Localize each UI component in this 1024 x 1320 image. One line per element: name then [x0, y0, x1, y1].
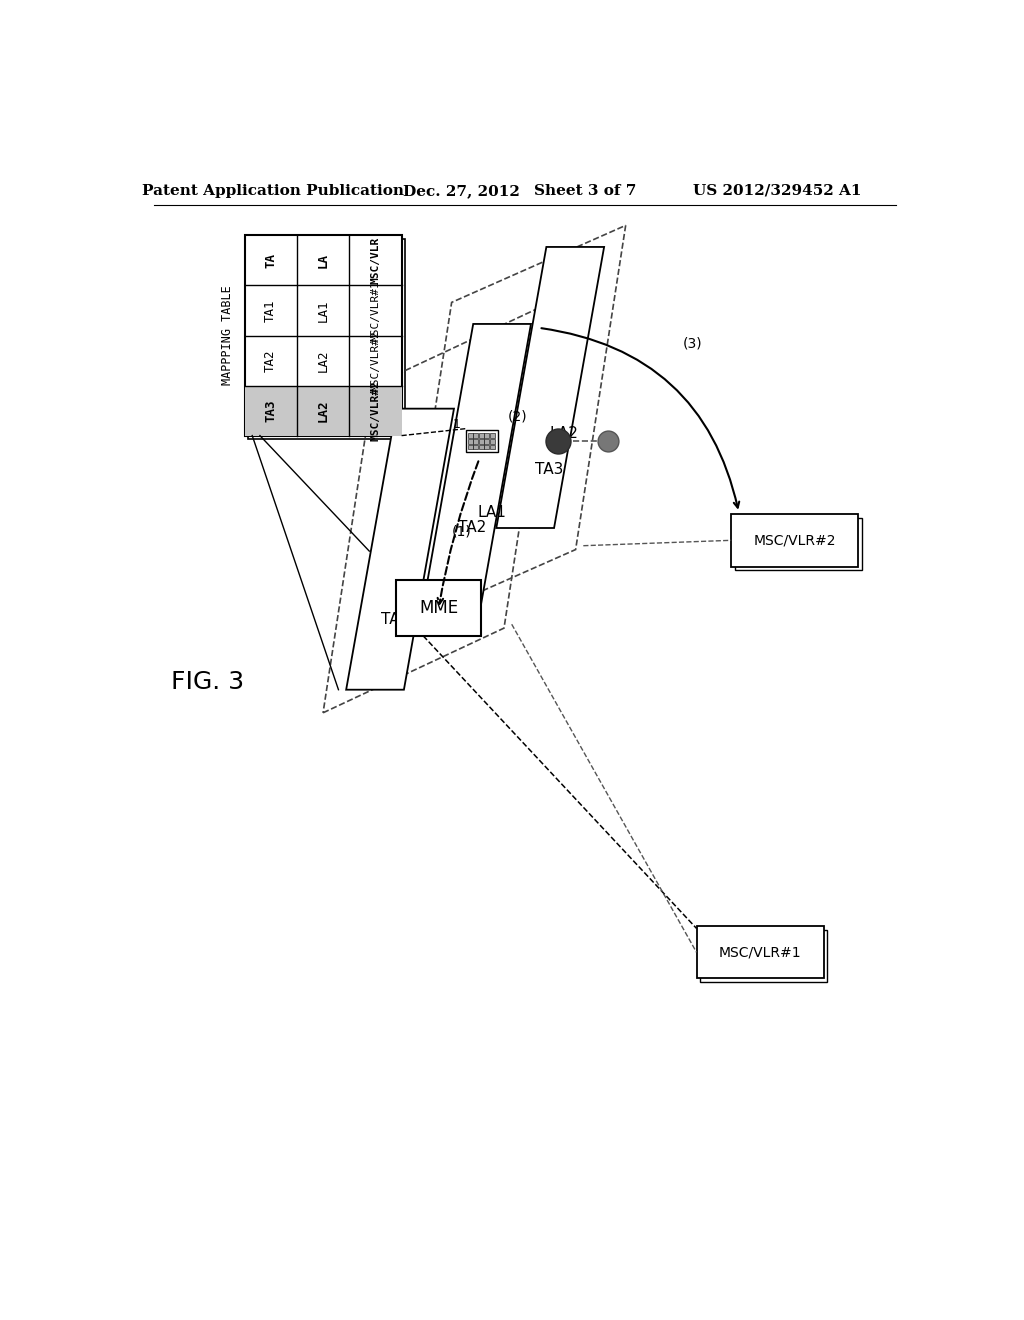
Bar	[735, 517, 862, 570]
Bar	[490, 433, 495, 438]
Text: Sheet 3 of 7: Sheet 3 of 7	[534, 183, 636, 198]
Text: Patent Application Publication: Patent Application Publication	[142, 183, 404, 198]
Text: MSC/VLR#2: MSC/VLR#2	[371, 330, 381, 391]
Text: MSC/VLR#2: MSC/VLR#2	[754, 533, 836, 548]
Text: TA1: TA1	[381, 612, 410, 627]
Bar	[466, 430, 498, 451]
Bar	[490, 440, 495, 444]
Bar	[484, 445, 489, 449]
Bar	[396, 581, 481, 636]
Text: MSC/VLR#2: MSC/VLR#2	[371, 380, 381, 441]
Text: LA2: LA2	[550, 426, 579, 441]
Bar	[484, 440, 489, 444]
Text: MSC/VLR: MSC/VLR	[371, 236, 381, 284]
Text: (2): (2)	[508, 409, 527, 424]
Text: TA2: TA2	[458, 520, 486, 535]
Text: TA3: TA3	[536, 462, 564, 478]
Text: TA1: TA1	[264, 300, 278, 322]
Bar	[490, 445, 495, 449]
Bar	[700, 929, 827, 982]
Bar	[473, 445, 478, 449]
Text: LA1: LA1	[477, 506, 506, 520]
Text: LA: LA	[316, 253, 330, 268]
Text: MSC/VLR#1: MSC/VLR#1	[371, 280, 381, 341]
Bar	[245, 385, 401, 436]
Text: TA: TA	[264, 253, 278, 268]
Text: MME: MME	[419, 599, 458, 616]
Text: (1): (1)	[452, 525, 471, 539]
Text: US 2012/329452 A1: US 2012/329452 A1	[693, 183, 861, 198]
Text: MAPPPING TABLE: MAPPPING TABLE	[221, 285, 234, 385]
Text: 1: 1	[453, 417, 460, 430]
Bar	[468, 440, 473, 444]
Polygon shape	[346, 409, 454, 689]
Text: TA2: TA2	[264, 350, 278, 372]
Bar	[473, 440, 478, 444]
Bar	[468, 433, 473, 438]
Bar	[479, 445, 483, 449]
Polygon shape	[497, 247, 604, 528]
Polygon shape	[423, 323, 531, 605]
Bar	[731, 513, 858, 566]
Text: MSC/VLR#1: MSC/VLR#1	[719, 945, 802, 960]
Text: LA2: LA2	[316, 400, 330, 422]
Text: (3): (3)	[683, 337, 702, 350]
Bar	[468, 445, 473, 449]
Text: Dec. 27, 2012: Dec. 27, 2012	[403, 183, 520, 198]
Bar	[479, 433, 483, 438]
Text: FIG. 3: FIG. 3	[171, 671, 244, 694]
Bar	[696, 927, 823, 978]
Text: LA1: LA1	[316, 300, 330, 322]
Bar	[484, 433, 489, 438]
Text: TA3: TA3	[264, 400, 278, 422]
Bar	[473, 433, 478, 438]
Bar	[245, 235, 401, 436]
Bar	[249, 239, 406, 440]
Text: LA2: LA2	[316, 350, 330, 372]
Bar	[479, 440, 483, 444]
